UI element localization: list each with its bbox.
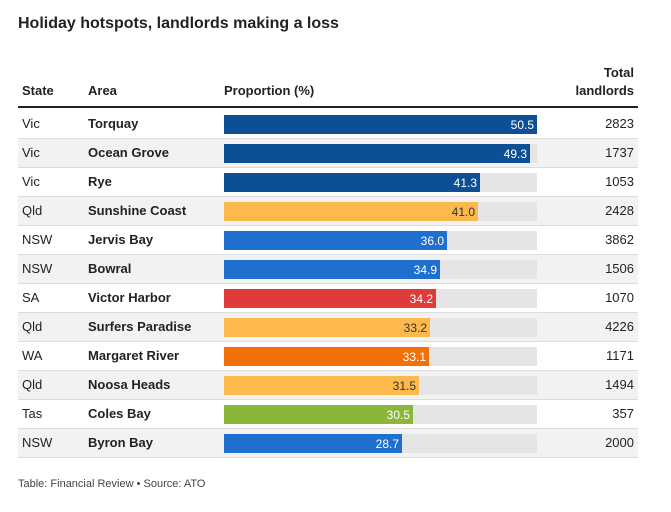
proportion-value-label: 33.1 — [402, 350, 426, 364]
proportion-value-label: 41.3 — [453, 176, 477, 190]
area-cell: Sunshine Coast — [88, 203, 187, 218]
proportion-bar: 33.2 — [224, 318, 430, 337]
header-area: Area — [88, 83, 117, 98]
area-cell: Byron Bay — [88, 435, 154, 450]
total-landlords-cell: 1506 — [605, 261, 634, 276]
header-proportion: Proportion (%) — [224, 83, 315, 98]
state-cell: SA — [22, 290, 40, 305]
state-cell: Vic — [22, 145, 40, 160]
proportion-value-label: 31.5 — [392, 379, 416, 393]
proportion-bar: 36.0 — [224, 231, 447, 250]
table-row: Vic Ocean Grove 49.3 1737 — [18, 139, 638, 168]
proportion-value-label: 36.0 — [420, 234, 444, 248]
table-row: NSW Byron Bay 28.7 2000 — [18, 429, 638, 458]
proportion-value-label: 33.2 — [403, 321, 427, 335]
proportion-value-label: 34.9 — [413, 263, 437, 277]
area-cell: Ocean Grove — [88, 145, 169, 160]
header-divider — [18, 106, 638, 108]
proportion-bar: 34.2 — [224, 289, 436, 308]
area-cell: Margaret River — [88, 348, 180, 363]
table-row: Qld Sunshine Coast 41.0 2428 — [18, 197, 638, 226]
footer-source: Table: Financial Review • Source: ATO — [18, 478, 206, 490]
bar-track: 41.3 — [224, 173, 537, 192]
total-landlords-cell: 1053 — [605, 174, 634, 189]
bar-track: 34.9 — [224, 260, 537, 279]
area-cell: Bowral — [88, 261, 132, 276]
table-row: Qld Noosa Heads 31.5 1494 — [18, 371, 638, 400]
total-landlords-cell: 4226 — [605, 319, 634, 334]
bar-track: 36.0 — [224, 231, 537, 250]
header-total-line2: landlords — [575, 83, 634, 98]
table-row: Tas Coles Bay 30.5 357 — [18, 400, 638, 429]
state-cell: Qld — [22, 377, 43, 392]
table-row: Qld Surfers Paradise 33.2 4226 — [18, 313, 638, 342]
state-cell: NSW — [22, 261, 53, 276]
area-cell: Noosa Heads — [88, 377, 171, 392]
total-landlords-cell: 2000 — [605, 435, 634, 450]
total-landlords-cell: 1070 — [605, 290, 634, 305]
area-cell: Torquay — [88, 116, 139, 131]
proportion-value-label: 49.3 — [503, 147, 527, 161]
total-landlords-cell: 357 — [612, 406, 634, 421]
state-cell: Vic — [22, 116, 40, 131]
total-landlords-cell: 2823 — [605, 116, 634, 131]
chart-title: Holiday hotspots, landlords making a los… — [18, 15, 339, 32]
proportion-bar: 49.3 — [224, 144, 530, 163]
proportion-bar: 41.3 — [224, 173, 480, 192]
proportion-bar: 34.9 — [224, 260, 440, 279]
proportion-value-label: 34.2 — [409, 292, 433, 306]
bar-track: 41.0 — [224, 202, 537, 221]
area-cell: Coles Bay — [88, 406, 151, 421]
state-cell: NSW — [22, 435, 53, 450]
header-state: State — [22, 83, 54, 98]
bar-track: 33.2 — [224, 318, 537, 337]
total-landlords-cell: 3862 — [605, 232, 634, 247]
state-cell: WA — [22, 348, 43, 363]
table-row: Vic Rye 41.3 1053 — [18, 168, 638, 197]
bar-track: 28.7 — [224, 434, 537, 453]
total-landlords-cell: 1737 — [605, 145, 634, 160]
header-total-line1: Total — [603, 65, 634, 80]
bar-track: 34.2 — [224, 289, 537, 308]
proportion-value-label: 41.0 — [451, 205, 475, 219]
proportion-bar: 50.5 — [224, 115, 537, 134]
state-cell: Qld — [22, 319, 43, 334]
total-landlords-cell: 1171 — [606, 348, 634, 363]
proportion-value-label: 30.5 — [386, 408, 410, 422]
state-cell: Vic — [22, 174, 40, 189]
bar-track: 30.5 — [224, 405, 537, 424]
proportion-bar: 31.5 — [224, 376, 419, 395]
area-cell: Surfers Paradise — [88, 319, 192, 334]
table-row: Vic Torquay 50.5 2823 — [18, 110, 638, 139]
proportion-value-label: 50.5 — [510, 118, 534, 132]
proportion-bar: 30.5 — [224, 405, 413, 424]
table-row: NSW Bowral 34.9 1506 — [18, 255, 638, 284]
state-cell: Tas — [22, 406, 43, 421]
proportion-bar: 41.0 — [224, 202, 478, 221]
state-cell: NSW — [22, 232, 53, 247]
proportion-bar: 28.7 — [224, 434, 402, 453]
area-cell: Jervis Bay — [88, 232, 154, 247]
proportion-bar: 33.1 — [224, 347, 429, 366]
bar-track: 49.3 — [224, 144, 537, 163]
table-row: WA Margaret River 33.1 1171 — [18, 342, 638, 371]
area-cell: Rye — [88, 174, 112, 189]
proportion-value-label: 28.7 — [375, 437, 399, 451]
total-landlords-cell: 2428 — [605, 203, 634, 218]
total-landlords-cell: 1494 — [605, 377, 634, 392]
bar-track: 33.1 — [224, 347, 537, 366]
bar-track: 50.5 — [224, 115, 537, 134]
bar-track: 31.5 — [224, 376, 537, 395]
state-cell: Qld — [22, 203, 43, 218]
table-row: NSW Jervis Bay 36.0 3862 — [18, 226, 638, 255]
area-cell: Victor Harbor — [88, 290, 171, 305]
table-row: SA Victor Harbor 34.2 1070 — [18, 284, 638, 313]
